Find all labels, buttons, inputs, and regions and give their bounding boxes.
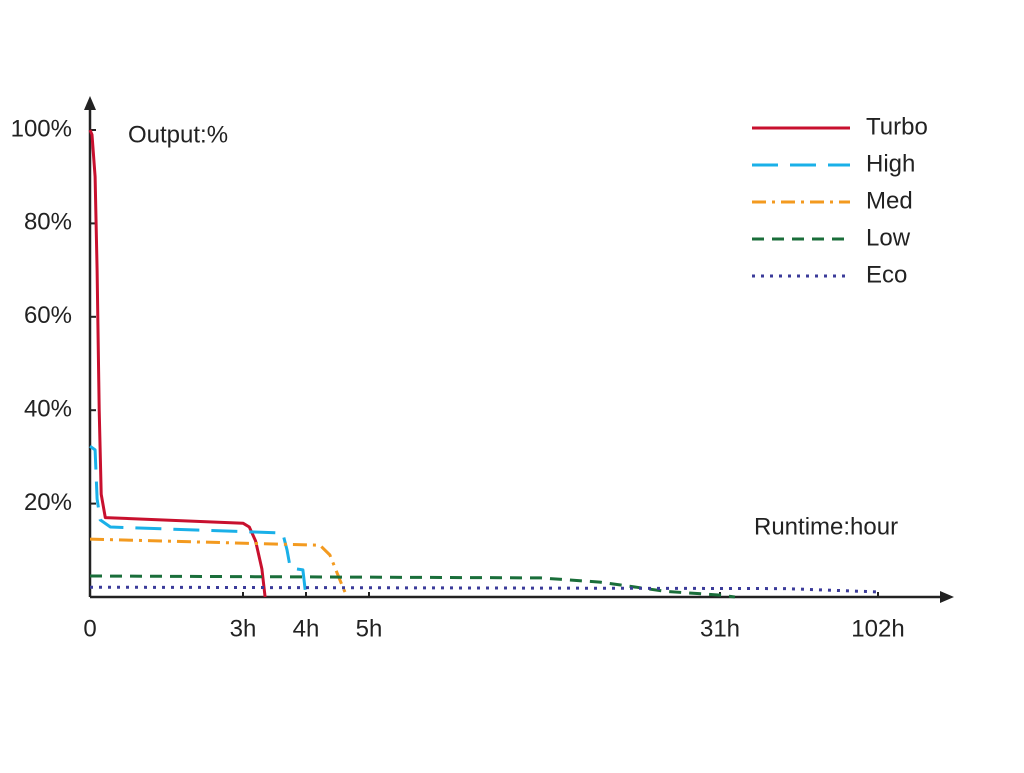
series-line — [89, 537, 349, 598]
y-tick-label: 20% — [24, 489, 72, 516]
legend-label: Low — [866, 224, 911, 251]
x-tick-label: 4h — [293, 615, 320, 642]
series-line — [89, 585, 879, 594]
y-axis-arrow — [84, 96, 96, 110]
legend-label: Eco — [866, 261, 907, 288]
y-tick-label: 40% — [24, 396, 72, 423]
x-tick-label: 31h — [700, 615, 740, 642]
legend-label: Turbo — [866, 113, 928, 140]
x-axis-label: Runtime:hour — [754, 513, 898, 540]
x-tick-label: 5h — [356, 615, 383, 642]
legend-label: Med — [866, 187, 913, 214]
x-axis-arrow — [940, 591, 954, 603]
y-tick-label: 80% — [24, 209, 72, 236]
x-tick-label: 3h — [230, 615, 257, 642]
x-tick-label: 0 — [83, 615, 96, 642]
y-tick-label: 60% — [24, 302, 72, 329]
legend-label: High — [866, 150, 915, 177]
series-line — [88, 129, 267, 598]
y-axis-label: Output:% — [128, 121, 228, 148]
x-tick-label: 102h — [851, 615, 904, 642]
y-tick-label: 100% — [11, 115, 72, 142]
series-line — [89, 444, 308, 598]
series-line — [89, 574, 736, 599]
